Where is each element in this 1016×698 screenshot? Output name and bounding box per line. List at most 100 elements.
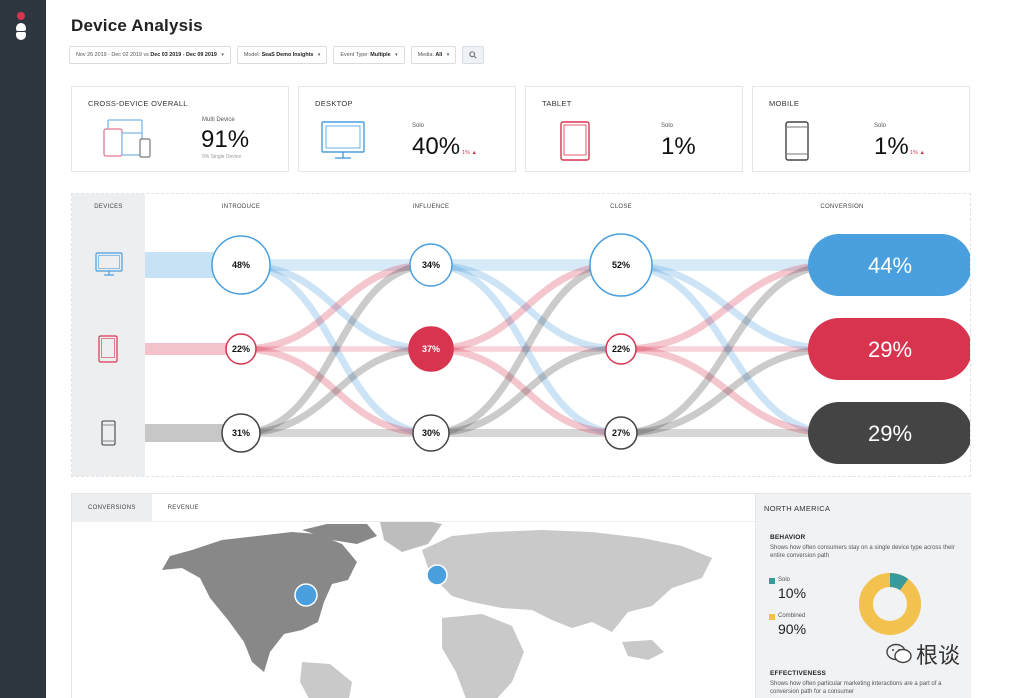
media-filter[interactable]: Media: All ▾ xyxy=(410,46,457,64)
card-title: TABLET xyxy=(542,99,572,108)
close-header: CLOSE xyxy=(610,204,632,210)
influence-value-mobile: 30% xyxy=(422,428,440,438)
europe-marker[interactable] xyxy=(426,564,448,586)
map-panel: CONVERSIONS REVENUE NORTH AMERICA BEHAVI… xyxy=(71,493,971,698)
card-mobile[interactable]: MOBILE Solo 1% 1% ▲ xyxy=(752,86,970,172)
watermark: 根谈 xyxy=(886,638,960,670)
close-node-tablet[interactable]: 22% xyxy=(605,333,637,365)
card-sub-label: Solo xyxy=(661,123,674,129)
close-value-desktop: 52% xyxy=(612,260,630,270)
solo-label: Solo xyxy=(778,577,791,583)
solo-value: 10% xyxy=(778,585,807,601)
date-range-text: Dec 03 2019 - Dec 09 2019 xyxy=(150,52,217,58)
introduce-value-tablet: 22% xyxy=(232,344,250,354)
main-content: Device Analysis Nov 26 2019 - Dec 02 201… xyxy=(46,0,1016,698)
introduce-node-tablet[interactable]: 22% xyxy=(225,333,257,365)
conversion-pill-tablet[interactable]: 29% xyxy=(808,318,970,380)
greenland-region xyxy=(380,522,442,552)
model-value: SeaS Demo Insights xyxy=(261,52,314,58)
flow-band-desktop-cross xyxy=(240,261,432,437)
tab-conversions[interactable]: CONVERSIONS xyxy=(72,494,152,521)
behavior-donut xyxy=(859,573,921,635)
flow-band-mobile-cross xyxy=(430,345,622,437)
region-info-panel: NORTH AMERICA BEHAVIOR Shows how often c… xyxy=(755,494,971,698)
combined-value: 90% xyxy=(778,621,807,637)
event-type-filter[interactable]: Event Type: Multiple ▾ xyxy=(333,46,405,64)
eurasia-region xyxy=(422,530,712,632)
behavior-title: BEHAVIOR xyxy=(770,534,806,541)
close-node-mobile[interactable]: 27% xyxy=(604,416,638,450)
conversion-value-desktop: 44% xyxy=(868,253,912,278)
phone-icon xyxy=(785,121,809,161)
effectiveness-description: Shows how often particular marketing int… xyxy=(770,681,942,695)
close-value-tablet: 22% xyxy=(612,344,630,354)
conversion-pill-desktop[interactable]: 44% xyxy=(808,234,970,296)
search-icon xyxy=(469,51,477,59)
card-sub-label: Solo xyxy=(874,123,887,129)
flow-band-tablet-cross xyxy=(240,261,432,353)
influence-node-desktop[interactable]: 34% xyxy=(409,243,453,287)
flow-band-desktop-cross xyxy=(240,261,432,353)
tablet-icon xyxy=(560,121,590,161)
influence-node-tablet[interactable]: 37% xyxy=(408,326,454,372)
conversion-pill-mobile[interactable]: 29% xyxy=(808,402,970,464)
flow-band-mobile-cross xyxy=(240,345,432,437)
card-desktop[interactable]: DESKTOP Solo 40% 1% ▲ xyxy=(298,86,516,172)
card-title: DESKTOP xyxy=(315,99,353,108)
media-value: All xyxy=(435,52,443,58)
chevron-down-icon: ▾ xyxy=(446,52,450,58)
south-america-region xyxy=(300,662,352,698)
card-tiny-text: 9% Single Device xyxy=(202,154,242,160)
close-value-mobile: 27% xyxy=(612,428,630,438)
flow-band-desktop-cross xyxy=(620,261,836,437)
world-map[interactable] xyxy=(152,522,752,698)
monitor-icon xyxy=(321,121,365,159)
north-america-region[interactable] xyxy=(162,532,357,672)
conversion-value-tablet: 29% xyxy=(868,337,912,362)
flow-band-tablet-cross xyxy=(430,345,622,437)
map-tabs: CONVERSIONS REVENUE xyxy=(72,494,755,522)
solo-legend-swatch xyxy=(769,578,775,584)
model-filter[interactable]: Model: SeaS Demo Insights ▾ xyxy=(236,46,328,64)
chevron-down-icon: ▾ xyxy=(395,52,398,58)
introduce-header: INTRODUCE xyxy=(221,204,261,210)
device-flow-panel: DEVICES INTRODUCE INFLUENCE CLOSE CONVER… xyxy=(71,193,971,477)
north-america-marker[interactable] xyxy=(294,583,318,607)
tab-revenue[interactable]: REVENUE xyxy=(167,505,199,511)
conversion-header: CONVERSION xyxy=(820,204,864,210)
model-label: Model: xyxy=(243,52,261,58)
greenland-shape xyxy=(302,524,377,544)
date-range-filter[interactable]: Nov 26 2019 - Dec 02 2019 vs Dec 03 2019… xyxy=(69,46,231,64)
introduce-node-desktop[interactable]: 48% xyxy=(211,235,271,295)
sidebar xyxy=(0,0,46,698)
card-title: CROSS-DEVICE OVERALL xyxy=(88,99,188,108)
flow-band-desktop-cross xyxy=(430,261,622,437)
event-type-label: Event Type: xyxy=(340,52,369,58)
card-title: MOBILE xyxy=(769,99,800,108)
card-cross-device[interactable]: CROSS-DEVICE OVERALL Multi Device 91% 9%… xyxy=(71,86,289,172)
card-tablet[interactable]: TABLET Solo 1% xyxy=(525,86,743,172)
card-value: 91% xyxy=(201,126,250,153)
effectiveness-title: EFFECTIVENESS xyxy=(770,670,827,677)
influence-node-mobile[interactable]: 30% xyxy=(412,414,450,452)
flow-band-tablet-cross xyxy=(620,345,836,437)
search-button[interactable] xyxy=(462,46,485,64)
page-title: Device Analysis xyxy=(71,16,203,35)
combined-label: Combined xyxy=(778,613,806,619)
close-node-desktop[interactable]: 52% xyxy=(589,233,653,297)
conversion-value-mobile: 29% xyxy=(868,421,912,446)
combined-legend-swatch xyxy=(769,614,775,620)
card-delta: 1% ▲ xyxy=(462,150,477,156)
flow-band-tablet-cross xyxy=(430,261,622,353)
card-delta: 1% ▲ xyxy=(910,150,925,156)
event-type-value: Multiple xyxy=(370,52,391,58)
app-logo[interactable] xyxy=(14,12,28,42)
wechat-icon xyxy=(886,643,912,664)
influence-value-tablet: 37% xyxy=(422,344,440,354)
introduce-node-mobile[interactable]: 31% xyxy=(221,413,261,453)
donut-solo-slice xyxy=(859,573,921,635)
flow-band-mobile-cross xyxy=(620,345,836,437)
chevron-down-icon: ▾ xyxy=(221,52,224,58)
introduce-value-desktop: 48% xyxy=(232,260,250,270)
introduce-value-mobile: 31% xyxy=(232,428,250,438)
